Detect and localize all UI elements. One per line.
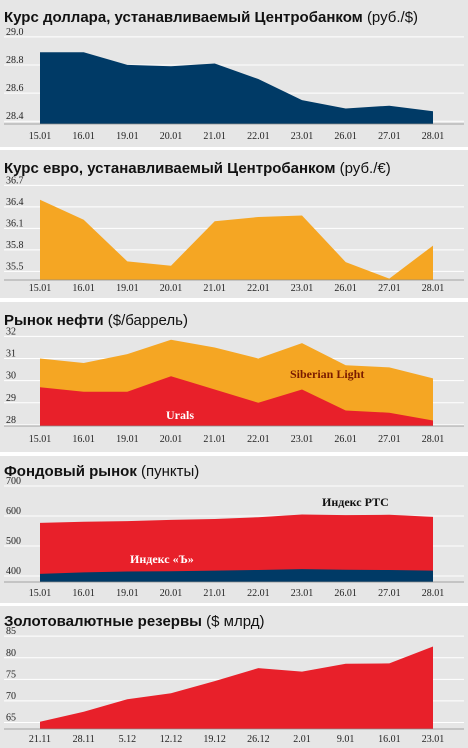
x-tick-label: 19.12 — [203, 734, 226, 745]
series-label: Индекс РТС — [322, 495, 389, 509]
x-tick-label: 28.11 — [73, 734, 95, 745]
x-tick-label: 20.01 — [160, 283, 183, 294]
y-tick-label: 75 — [6, 669, 16, 680]
y-tick-label: 29.0 — [6, 27, 24, 38]
stock-market-title: Фондовый рынок (пункты) — [4, 463, 200, 480]
y-tick-label: 35.8 — [6, 240, 24, 251]
x-tick-label: 16.01 — [378, 734, 401, 745]
x-tick-label: 21.01 — [203, 131, 226, 142]
y-tick-label: 28.6 — [6, 83, 24, 94]
y-tick-label: 28 — [6, 415, 16, 426]
series-label: Siberian Light — [290, 367, 364, 381]
reserves-title: Золотовалютные резервы ($ млрд) — [4, 613, 265, 630]
y-tick-label: 36.4 — [6, 197, 24, 208]
y-tick-label: 36.7 — [6, 175, 24, 186]
y-tick-label: 28.8 — [6, 55, 24, 66]
x-tick-label: 23.01 — [291, 434, 314, 445]
x-tick-label: 28.01 — [422, 283, 445, 294]
x-tick-label: 19.01 — [116, 434, 139, 445]
x-tick-label: 5.12 — [119, 734, 137, 745]
y-tick-label: 600 — [6, 506, 21, 517]
x-tick-label: 15.01 — [29, 434, 52, 445]
x-tick-label: 15.01 — [29, 131, 52, 142]
eur-rate-chart: 36.7 36.4 36.1 35.8 35.5 15.01 16.01 19.01 20.01… — [4, 175, 464, 294]
x-tick-label: 15.01 — [29, 588, 52, 599]
x-tick-label: 22.01 — [247, 434, 270, 445]
y-tick-label: 35.5 — [6, 261, 24, 272]
eur-rate-title: Курс евро, устанавливаемый Центробанком … — [4, 160, 391, 177]
y-tick-label: 80 — [6, 648, 16, 659]
stock-market-panel: Фондовый рынок (пункты) 700 600 500 400 15.0… — [0, 456, 468, 603]
x-tick-label: 20.01 — [160, 434, 183, 445]
oil-market-panel: Рынок нефти ($/баррель) 32 31 30 29 28 15.01 1… — [0, 302, 468, 452]
x-tick-label: 16.01 — [72, 283, 95, 294]
x-tick-label: 12.12 — [160, 734, 183, 745]
x-tick-label: 26.01 — [334, 434, 357, 445]
x-tick-label: 16.01 — [72, 434, 95, 445]
reserves-chart: 85 80 75 70 65 21.11 28.11 5.12 12.12 19.12 26.12 2… — [4, 626, 464, 745]
x-tick-label: 27.01 — [378, 131, 401, 142]
x-tick-label: 16.01 — [72, 588, 95, 599]
series-area-1 — [40, 569, 433, 582]
x-tick-label: 26.12 — [247, 734, 270, 745]
x-tick-label: 20.01 — [160, 131, 183, 142]
x-tick-label: 28.01 — [422, 131, 445, 142]
oil-market-chart: 32 31 30 29 28 15.01 16.01 19.01 20.01 21.01 22.01… — [4, 326, 464, 445]
x-tick-label: 9.01 — [337, 734, 355, 745]
y-tick-label: 31 — [6, 349, 16, 360]
series-area-0 — [40, 646, 433, 729]
series-label: Индекс «Ъ» — [130, 552, 194, 566]
oil-market-title: Рынок нефти ($/баррель) — [4, 312, 188, 329]
y-tick-label: 36.1 — [6, 218, 24, 229]
y-tick-label: 400 — [6, 566, 21, 577]
x-tick-label: 19.01 — [116, 283, 139, 294]
x-tick-label: 21.01 — [203, 588, 226, 599]
x-tick-label: 2.01 — [293, 734, 311, 745]
usd-rate-title: Курс доллара, устанавливаемый Центробанк… — [4, 9, 419, 26]
y-tick-label: 700 — [6, 476, 21, 487]
x-tick-label: 16.01 — [72, 131, 95, 142]
usd-rate-chart: 29.0 28.8 28.6 28.4 15.01 16.01 19.01 20.01 21.0… — [4, 27, 464, 142]
x-tick-label: 22.01 — [247, 131, 270, 142]
x-tick-label: 23.01 — [422, 734, 445, 745]
series-area-0 — [40, 514, 433, 582]
y-tick-label: 32 — [6, 326, 16, 337]
y-tick-label: 29 — [6, 393, 16, 404]
x-tick-label: 26.01 — [334, 588, 357, 599]
series-area-1 — [40, 376, 433, 426]
reserves-panel: Золотовалютные резервы ($ млрд) 85 80 75 70… — [0, 606, 468, 748]
x-tick-label: 26.01 — [334, 131, 357, 142]
x-tick-label: 28.01 — [422, 434, 445, 445]
usd-rate-panel: Курс доллара, устанавливаемый Центробанк… — [0, 0, 468, 147]
series-area-0 — [40, 52, 433, 124]
y-tick-label: 70 — [6, 691, 16, 702]
stock-market-chart: 700 600 500 400 15.01 16.01 19.01 20.01 21.01 22.… — [4, 476, 464, 599]
x-tick-label: 15.01 — [29, 283, 52, 294]
series-label: Urals — [166, 408, 194, 422]
x-tick-label: 22.01 — [247, 588, 270, 599]
x-tick-label: 23.01 — [291, 283, 314, 294]
x-tick-label: 19.01 — [116, 131, 139, 142]
x-tick-label: 21.01 — [203, 434, 226, 445]
x-tick-label: 28.01 — [422, 588, 445, 599]
x-tick-label: 27.01 — [378, 588, 401, 599]
y-tick-label: 500 — [6, 536, 21, 547]
x-tick-label: 23.01 — [291, 131, 314, 142]
x-tick-label: 22.01 — [247, 283, 270, 294]
x-tick-label: 20.01 — [160, 588, 183, 599]
x-tick-label: 23.01 — [291, 588, 314, 599]
series-area-0 — [40, 199, 433, 280]
x-tick-label: 27.01 — [378, 434, 401, 445]
y-tick-label: 65 — [6, 713, 16, 724]
x-tick-label: 26.01 — [334, 283, 357, 294]
y-tick-label: 85 — [6, 626, 16, 637]
eur-rate-panel: Курс евро, устанавливаемый Центробанком … — [0, 150, 468, 298]
x-tick-label: 21.11 — [29, 734, 51, 745]
x-tick-label: 27.01 — [378, 283, 401, 294]
y-tick-label: 28.4 — [6, 111, 24, 122]
y-tick-label: 30 — [6, 371, 16, 382]
x-tick-label: 19.01 — [116, 588, 139, 599]
x-tick-label: 21.01 — [203, 283, 226, 294]
